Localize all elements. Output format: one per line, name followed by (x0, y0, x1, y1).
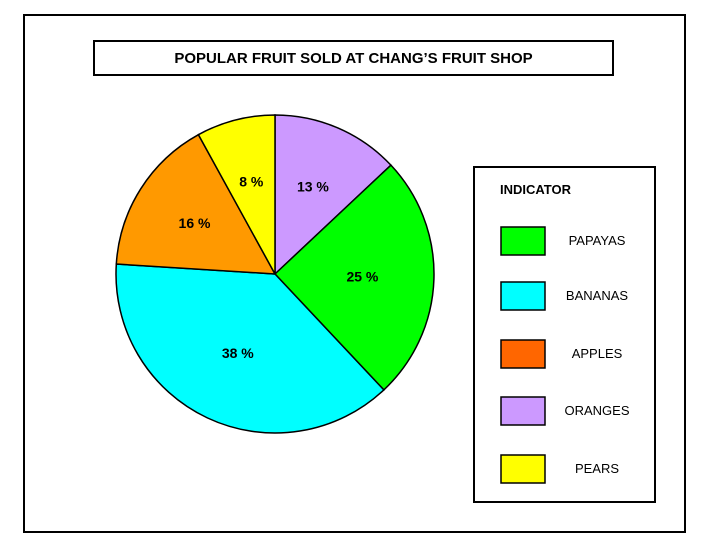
legend-swatch (500, 226, 546, 256)
legend-swatch (500, 454, 546, 484)
pie-slice (115, 133, 277, 275)
title-box (93, 40, 614, 76)
legend-swatch (500, 396, 546, 426)
chart-title: POPULAR FRUIT SOLD AT CHANG’S FRUIT SHOP (174, 50, 532, 67)
pie-slice (115, 263, 385, 434)
slice-label: 38 % (222, 345, 254, 361)
pie-slices: 13 % 25 % 38 % 16 % 8 % (115, 114, 435, 434)
legend-label: ORANGES (564, 403, 629, 418)
legend-entries: PAPAYAS BANANAS APPLES ORANGES PEARS (500, 226, 630, 484)
legend-swatch (500, 339, 546, 369)
slice-label: 8 % (239, 174, 264, 190)
slice-label: 16 % (179, 215, 211, 231)
pie-slice (197, 114, 276, 275)
slice-label: 25 % (346, 269, 378, 285)
legend-label: APPLES (572, 346, 623, 361)
legend-title: INDICATOR (500, 182, 572, 197)
legend-swatch (500, 281, 546, 311)
legend-box (473, 166, 656, 503)
legend-label: PAPAYAS (569, 233, 626, 248)
slice-label: 13 % (297, 178, 329, 194)
pie-slice (273, 164, 435, 391)
legend-label: PEARS (575, 461, 619, 476)
legend-label: BANANAS (566, 288, 628, 303)
pie-slice (274, 114, 392, 276)
